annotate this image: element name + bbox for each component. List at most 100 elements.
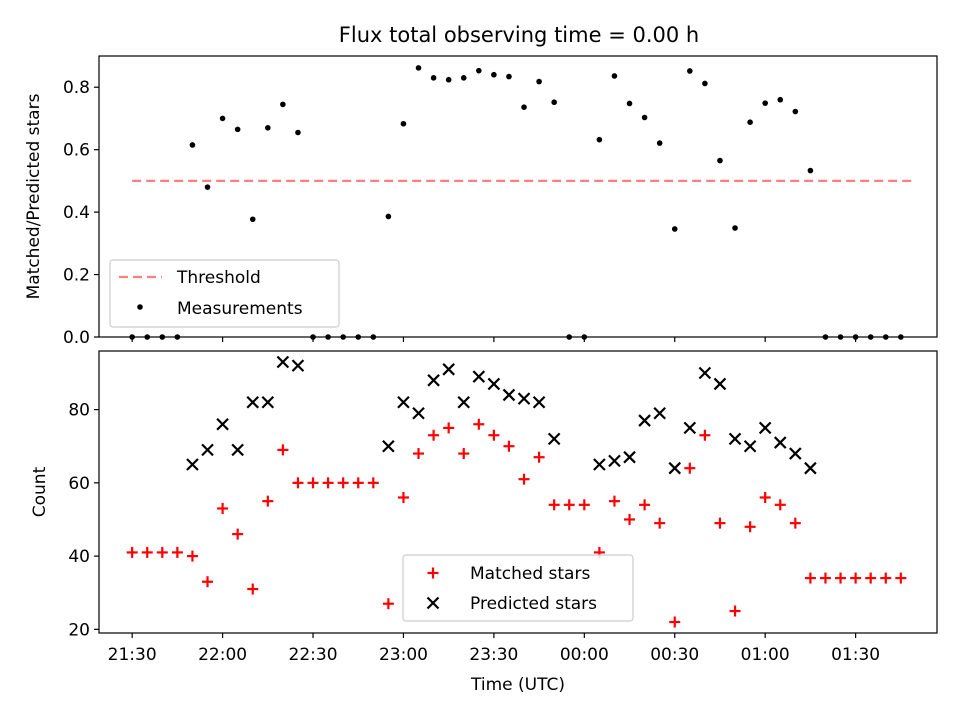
data-point: [491, 71, 497, 78]
bottom-ytick-label: 80: [68, 401, 90, 421]
data-point: [641, 114, 648, 121]
data-point: [265, 125, 271, 131]
data-point: [804, 461, 817, 475]
data-point: [623, 450, 636, 464]
data-point: [382, 598, 394, 610]
xtick-label: 22:30: [289, 645, 338, 665]
data-point: [367, 477, 379, 489]
bottom-ytick-label: 40: [68, 547, 90, 567]
data-point: [551, 99, 557, 106]
data-point: [638, 414, 651, 427]
data-point: [141, 546, 153, 558]
data-point: [126, 546, 138, 558]
chart-title: Flux total observing time = 0.00 h: [339, 23, 699, 47]
data-point: [732, 225, 738, 231]
data-point: [129, 334, 135, 340]
data-point: [428, 429, 440, 441]
data-point: [850, 572, 862, 584]
data-point: [624, 513, 636, 525]
data-point: [186, 458, 199, 471]
data-point: [762, 100, 768, 106]
data-point: [460, 75, 467, 81]
data-point: [521, 104, 527, 111]
bottom-axes-frame: [98, 350, 938, 634]
data-point: [231, 443, 244, 457]
data-point: [852, 334, 859, 340]
top-panel: 0.0 0.2 0.4 0.6 0.8 Matched/Predicted stars Th…: [24, 55, 938, 348]
data-point: [201, 443, 214, 457]
data-point: [654, 517, 666, 529]
xtick-label: 00:30: [650, 645, 699, 665]
data-point: [382, 439, 395, 453]
data-point: [246, 395, 260, 409]
series-measurements: [129, 65, 904, 340]
data-point: [295, 129, 301, 136]
data-point: [202, 576, 214, 588]
xtick-label: 23:00: [379, 645, 428, 665]
data-point: [232, 528, 244, 540]
data-point: [789, 517, 801, 529]
top-ylabel: Matched/Predicted stars: [24, 93, 44, 299]
data-point: [234, 126, 241, 133]
data-point: [717, 157, 723, 164]
data-point: [171, 546, 183, 558]
data-point: [792, 108, 799, 115]
bottom-ylabel: Count: [30, 466, 50, 517]
data-point: [355, 334, 362, 340]
xtick-label: 22:00: [198, 645, 247, 665]
data-point: [774, 499, 786, 511]
data-point: [340, 334, 346, 340]
data-point: [536, 78, 542, 85]
data-point: [563, 499, 575, 511]
data-point: [865, 572, 877, 584]
data-point: [533, 451, 545, 463]
legend-measurements-label: Measurements: [177, 299, 303, 319]
data-point: [593, 458, 606, 471]
xtick-label: 21:30: [108, 645, 157, 665]
data-point: [400, 120, 407, 127]
data-point: [247, 583, 259, 595]
data-point: [427, 374, 440, 387]
data-point: [415, 65, 422, 71]
legend-predicted-label: Predicted stars: [470, 594, 597, 614]
data-point: [249, 216, 256, 223]
xlabel: Time (UTC): [470, 675, 565, 695]
data-point: [702, 80, 708, 87]
bottom-ytick-label: 60: [68, 474, 90, 494]
data-point: [880, 572, 892, 584]
data-point: [729, 605, 741, 617]
data-point: [578, 499, 590, 511]
data-point: [835, 572, 847, 584]
data-point: [370, 334, 377, 340]
data-point: [322, 477, 334, 489]
data-point: [747, 119, 753, 125]
data-point: [777, 96, 784, 103]
legend-measurements-swatch: [137, 304, 143, 310]
data-point: [262, 495, 274, 507]
xtick-label: 01:00: [741, 645, 790, 665]
data-point: [668, 461, 682, 475]
legend-matched-swatch: [427, 567, 439, 579]
data-point: [144, 334, 151, 340]
legend-predicted-swatch: [426, 596, 440, 610]
legend-box: [109, 259, 340, 328]
data-point: [216, 417, 229, 431]
legend-matched-label: Matched stars: [470, 564, 590, 584]
top-ytick-label: 0.2: [63, 266, 90, 286]
data-point: [656, 140, 663, 146]
legend-threshold-label: Threshold: [176, 268, 261, 288]
data-point: [669, 616, 681, 628]
legend-top: Threshold Measurements: [109, 259, 340, 328]
top-ytick-label: 0.0: [63, 328, 90, 348]
data-point: [280, 101, 286, 108]
data-point: [291, 359, 305, 372]
data-point: [413, 448, 425, 460]
data-point: [684, 462, 696, 474]
data-point: [488, 429, 500, 441]
data-point: [443, 422, 455, 434]
data-point: [804, 572, 816, 584]
data-point: [547, 432, 561, 446]
data-point: [671, 226, 678, 232]
